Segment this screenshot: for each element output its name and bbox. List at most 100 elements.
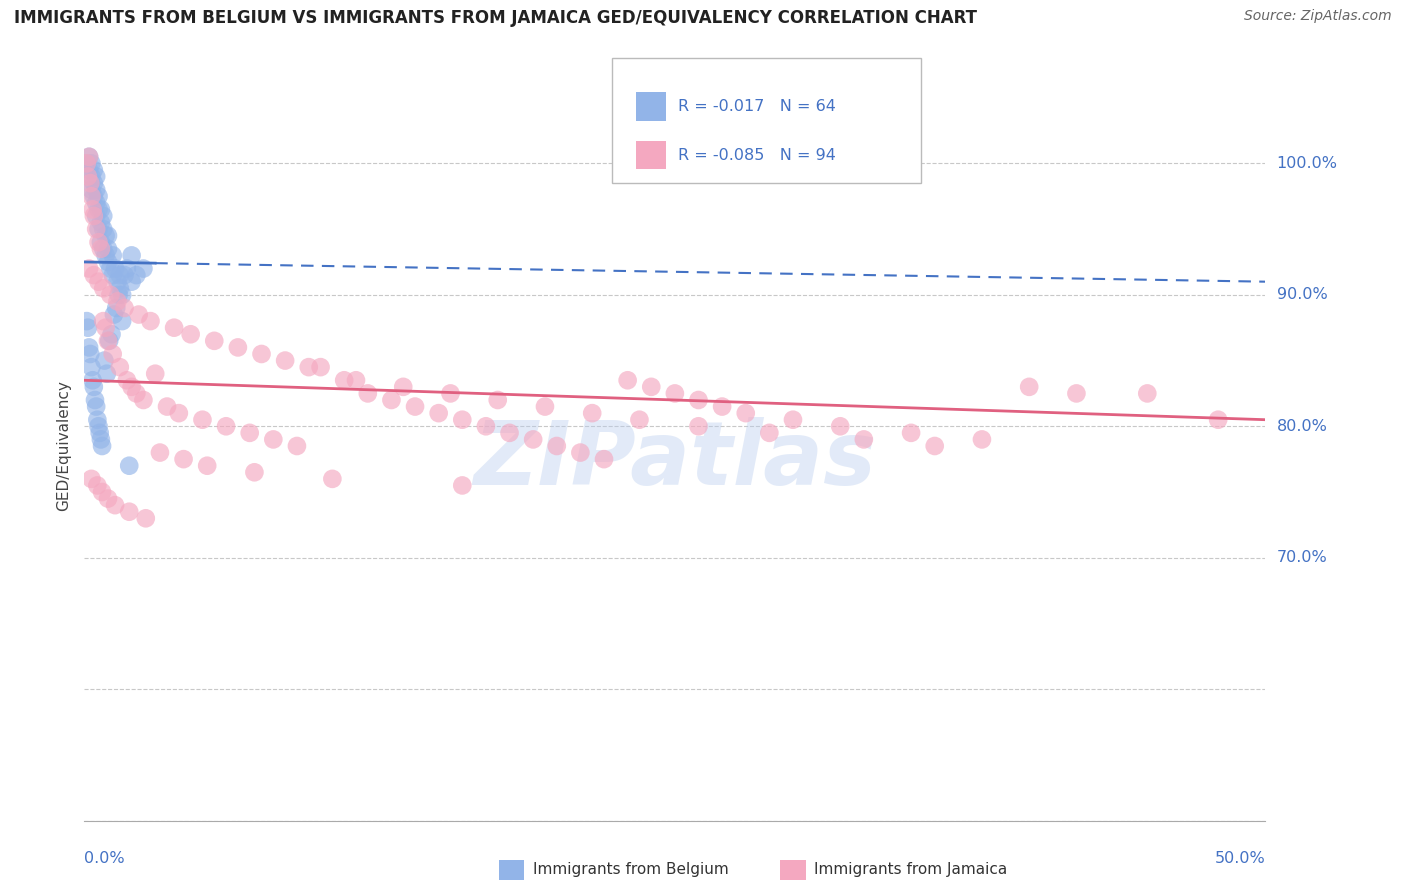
Point (758, 425, 780, 440)
Point (321, 472, 343, 486)
Point (84, 392, 107, 407)
Point (125, 268, 148, 282)
Point (98, 261, 121, 276)
Point (239, 425, 262, 440)
Point (91, 281, 114, 295)
Point (83, 209, 105, 223)
Point (1018, 380, 1040, 394)
Point (97, 491, 120, 506)
Point (97, 334, 120, 348)
Point (309, 360, 332, 375)
Point (83, 380, 105, 394)
Point (451, 478, 474, 492)
Point (628, 413, 651, 427)
Point (77, 150, 100, 164)
Point (1136, 386, 1159, 401)
Point (82, 373, 104, 387)
Point (581, 406, 603, 420)
Point (262, 433, 284, 447)
Point (173, 452, 195, 467)
Point (107, 275, 129, 289)
Point (569, 445, 592, 459)
Point (90, 235, 112, 250)
Point (80, 360, 103, 375)
Point (830, 419, 852, 434)
Point (90, 242, 112, 256)
Point (83, 163, 105, 178)
Point (101, 347, 124, 361)
Point (108, 281, 131, 295)
Point (202, 334, 225, 348)
Point (83, 189, 105, 203)
Point (156, 400, 179, 414)
Point (104, 498, 127, 512)
Point (91, 485, 114, 500)
Point (91, 314, 114, 328)
Point (97, 228, 120, 243)
Point (115, 373, 138, 387)
Point (87, 222, 110, 236)
Point (84, 195, 107, 210)
Point (132, 261, 155, 276)
Point (83, 176, 105, 190)
Point (734, 406, 756, 420)
Point (121, 248, 143, 262)
Point (115, 261, 138, 276)
Point (852, 433, 875, 447)
Point (118, 458, 141, 473)
Point (98, 334, 121, 348)
Point (97, 255, 120, 269)
Point (226, 340, 249, 354)
Point (534, 400, 557, 414)
Point (90, 215, 112, 229)
Point (94, 248, 117, 262)
Point (86, 413, 108, 427)
Text: 90.0%: 90.0% (1277, 287, 1327, 302)
Point (125, 386, 148, 401)
Point (96, 367, 118, 381)
Point (79, 347, 101, 361)
Point (616, 373, 638, 387)
Point (90, 202, 112, 217)
Point (475, 419, 498, 434)
Text: R = -0.085   N = 94: R = -0.085 N = 94 (678, 148, 835, 162)
Point (522, 433, 544, 447)
Point (1066, 386, 1088, 401)
Text: 70.0%: 70.0% (1277, 550, 1327, 566)
Point (84, 169, 107, 184)
Point (900, 425, 922, 440)
Point (546, 439, 568, 453)
Point (82, 202, 104, 217)
Point (107, 288, 129, 302)
Point (76, 156, 98, 170)
Point (128, 308, 150, 322)
Point (924, 439, 946, 453)
Point (84, 222, 107, 236)
Text: 80.0%: 80.0% (1277, 418, 1327, 434)
Point (77, 320, 100, 334)
Point (103, 308, 125, 322)
Point (91, 439, 114, 453)
Point (91, 242, 114, 256)
Point (86, 478, 108, 492)
Point (94, 320, 117, 334)
Point (392, 380, 415, 394)
Point (84, 183, 107, 197)
Point (87, 202, 110, 217)
Point (87, 189, 110, 203)
Text: 100.0%: 100.0% (1277, 156, 1337, 171)
Point (135, 511, 157, 525)
Point (83, 268, 105, 282)
Point (121, 380, 143, 394)
Point (285, 439, 308, 453)
Y-axis label: GED/Equivalency: GED/Equivalency (56, 381, 72, 511)
Point (80, 183, 103, 197)
Point (451, 413, 474, 427)
Text: 50.0%: 50.0% (1215, 851, 1265, 866)
Point (111, 288, 134, 302)
Point (274, 353, 297, 368)
Point (114, 301, 136, 315)
Point (80, 156, 103, 170)
Text: IMMIGRANTS FROM BELGIUM VS IMMIGRANTS FROM JAMAICA GED/EQUIVALENCY CORRELATION C: IMMIGRANTS FROM BELGIUM VS IMMIGRANTS FR… (14, 9, 977, 27)
Point (132, 392, 155, 407)
